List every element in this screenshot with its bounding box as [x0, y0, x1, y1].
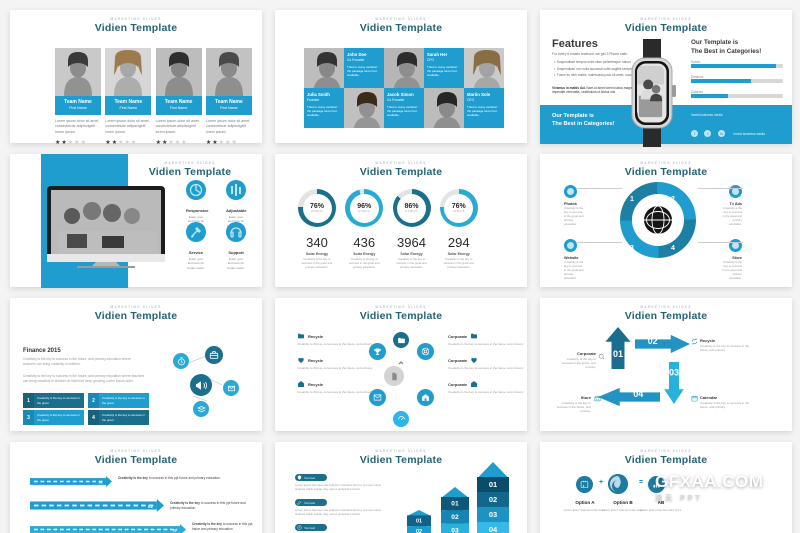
svg-text:01: 01: [451, 501, 459, 508]
svg-text:04: 04: [489, 525, 498, 533]
svg-text:04: 04: [633, 389, 643, 399]
svg-text:03: 03: [669, 367, 679, 377]
svg-text:03: 03: [172, 528, 176, 532]
svg-text:01: 01: [98, 480, 102, 484]
svg-text:02: 02: [451, 514, 459, 521]
svg-text:02: 02: [148, 504, 153, 509]
svg-text:02: 02: [416, 529, 422, 533]
svg-text:03: 03: [451, 527, 459, 533]
svg-text:01: 01: [416, 518, 422, 524]
svg-text:02: 02: [648, 336, 658, 346]
svg-text:02: 02: [489, 495, 497, 504]
svg-text:03: 03: [489, 510, 497, 519]
svg-text:01: 01: [613, 349, 623, 359]
svg-text:01: 01: [489, 480, 497, 489]
